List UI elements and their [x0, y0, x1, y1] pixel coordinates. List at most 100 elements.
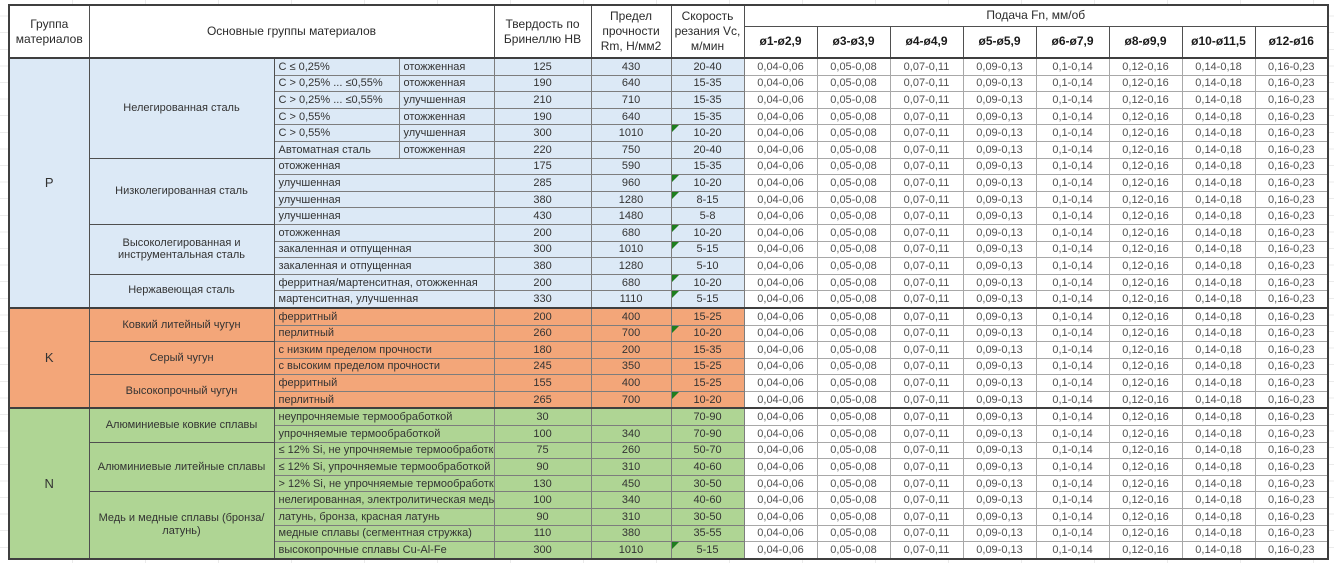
header-feed-diameter[interactable]: ø3-ø3,9 [816, 25, 891, 59]
feed-value-cell[interactable]: 0,04-0,06 [743, 257, 818, 275]
feed-value-cell[interactable]: 0,05-0,08 [816, 174, 891, 192]
feed-value-cell[interactable]: 0,04-0,06 [743, 491, 818, 510]
feed-value-cell[interactable]: 0,12-0,16 [1108, 458, 1183, 476]
feed-value-cell[interactable]: 0,16-0,23 [1254, 341, 1329, 359]
feed-value-cell[interactable]: 0,14-0,18 [1181, 140, 1256, 159]
hardness-cell[interactable]: 265 [493, 390, 592, 409]
feed-value-cell[interactable]: 0,12-0,16 [1108, 190, 1183, 209]
feed-value-cell[interactable]: 0,05-0,08 [816, 223, 891, 242]
feed-value-cell[interactable]: 0,05-0,08 [816, 74, 891, 93]
feed-value-cell[interactable]: 0,04-0,06 [743, 441, 818, 460]
hardness-cell[interactable]: 125 [493, 56, 592, 76]
feed-value-cell[interactable]: 0,14-0,18 [1181, 541, 1256, 560]
feed-value-cell[interactable]: 0,09-0,13 [962, 91, 1037, 109]
feed-value-cell[interactable]: 0,1-0,14 [1035, 140, 1110, 159]
material-cell[interactable]: Автоматная сталь [273, 140, 400, 159]
hardness-cell[interactable]: 90 [493, 458, 592, 476]
feed-value-cell[interactable]: 0,14-0,18 [1181, 273, 1256, 292]
material-state-cell[interactable]: отожженная [398, 140, 495, 159]
material-cell[interactable]: латунь, бронза, красная латунь [273, 508, 495, 526]
hardness-cell[interactable]: 110 [493, 524, 592, 543]
feed-value-cell[interactable]: 0,12-0,16 [1108, 174, 1183, 192]
feed-value-cell[interactable]: 0,14-0,18 [1181, 441, 1256, 460]
hardness-cell[interactable]: 190 [493, 107, 592, 126]
hardness-cell[interactable]: 330 [493, 290, 592, 309]
feed-value-cell[interactable]: 0,07-0,11 [889, 458, 964, 476]
feed-value-cell[interactable]: 0,05-0,08 [816, 306, 891, 326]
feed-value-cell[interactable]: 0,16-0,23 [1254, 174, 1329, 192]
feed-value-cell[interactable]: 0,1-0,14 [1035, 524, 1110, 543]
feed-value-cell[interactable]: 0,14-0,18 [1181, 74, 1256, 93]
feed-value-cell[interactable]: 0,05-0,08 [816, 357, 891, 376]
feed-value-cell[interactable]: 0,07-0,11 [889, 407, 964, 427]
feed-value-cell[interactable]: 0,1-0,14 [1035, 324, 1110, 343]
material-state-cell[interactable]: отожженная [398, 74, 495, 93]
material-cell[interactable]: закаленная и отпущенная [273, 257, 495, 275]
strength-cell[interactable]: 1010 [590, 240, 672, 259]
feed-value-cell[interactable]: 0,12-0,16 [1108, 407, 1183, 427]
feed-value-cell[interactable]: 0,04-0,06 [743, 74, 818, 93]
material-cell[interactable]: медные сплавы (сегментная стружка) [273, 524, 495, 543]
feed-value-cell[interactable]: 0,04-0,06 [743, 324, 818, 343]
hardness-cell[interactable]: 30 [493, 407, 592, 427]
cutting-speed-cell[interactable]: 10-20 [670, 390, 745, 409]
feed-value-cell[interactable]: 0,12-0,16 [1108, 474, 1183, 493]
feed-value-cell[interactable]: 0,04-0,06 [743, 290, 818, 309]
feed-value-cell[interactable]: 0,04-0,06 [743, 458, 818, 476]
feed-value-cell[interactable]: 0,09-0,13 [962, 223, 1037, 242]
feed-value-cell[interactable]: 0,14-0,18 [1181, 474, 1256, 493]
cutting-speed-cell[interactable]: 5-15 [670, 290, 745, 309]
material-cell[interactable]: отожженная [273, 157, 495, 176]
feed-value-cell[interactable]: 0,16-0,23 [1254, 491, 1329, 510]
feed-value-cell[interactable]: 0,09-0,13 [962, 174, 1037, 192]
feed-value-cell[interactable]: 0,04-0,06 [743, 306, 818, 326]
subgroup-name-cell[interactable]: Медь и медные сплавы (бронза/латунь) [88, 491, 275, 560]
hardness-cell[interactable]: 380 [493, 190, 592, 209]
feed-value-cell[interactable]: 0,07-0,11 [889, 273, 964, 292]
feed-value-cell[interactable]: 0,14-0,18 [1181, 91, 1256, 109]
group-code-cell[interactable]: P [8, 57, 90, 309]
feed-value-cell[interactable]: 0,12-0,16 [1108, 541, 1183, 560]
feed-value-cell[interactable]: 0,07-0,11 [889, 324, 964, 343]
strength-cell[interactable]: 710 [590, 91, 672, 109]
subgroup-name-cell[interactable]: Высоколегированная и инструментальная ст… [88, 223, 275, 275]
feed-value-cell[interactable]: 0,1-0,14 [1035, 74, 1110, 93]
strength-cell[interactable]: 700 [590, 324, 672, 343]
feed-value-cell[interactable]: 0,16-0,23 [1254, 140, 1329, 159]
cutting-speed-cell[interactable]: 20-40 [670, 140, 745, 159]
feed-value-cell[interactable]: 0,05-0,08 [816, 91, 891, 109]
material-state-cell[interactable]: улучшенная [398, 91, 495, 109]
feed-value-cell[interactable]: 0,07-0,11 [889, 306, 964, 326]
feed-value-cell[interactable]: 0,14-0,18 [1181, 306, 1256, 326]
hardness-cell[interactable]: 200 [493, 273, 592, 292]
feed-value-cell[interactable]: 0,09-0,13 [962, 273, 1037, 292]
header-feed-diameter[interactable]: ø8-ø9,9 [1108, 25, 1183, 59]
feed-value-cell[interactable]: 0,12-0,16 [1108, 357, 1183, 376]
feed-value-cell[interactable]: 0,05-0,08 [816, 374, 891, 392]
material-cell[interactable]: C > 0,55% [273, 107, 400, 126]
material-cell[interactable]: улучшенная [273, 190, 495, 209]
feed-value-cell[interactable]: 0,1-0,14 [1035, 273, 1110, 292]
feed-value-cell[interactable]: 0,04-0,06 [743, 390, 818, 409]
feed-value-cell[interactable]: 0,07-0,11 [889, 124, 964, 142]
strength-cell[interactable]: 680 [590, 273, 672, 292]
feed-value-cell[interactable]: 0,09-0,13 [962, 508, 1037, 526]
feed-value-cell[interactable]: 0,09-0,13 [962, 390, 1037, 409]
feed-value-cell[interactable]: 0,07-0,11 [889, 441, 964, 460]
feed-value-cell[interactable]: 0,04-0,06 [743, 273, 818, 292]
cutting-speed-cell[interactable]: 15-25 [670, 306, 745, 326]
feed-value-cell[interactable]: 0,12-0,16 [1108, 508, 1183, 526]
hardness-cell[interactable]: 220 [493, 140, 592, 159]
feed-value-cell[interactable]: 0,12-0,16 [1108, 306, 1183, 326]
feed-value-cell[interactable]: 0,14-0,18 [1181, 458, 1256, 476]
feed-value-cell[interactable]: 0,05-0,08 [816, 207, 891, 225]
header-feed-diameter[interactable]: ø12-ø16 [1254, 25, 1329, 59]
strength-cell[interactable]: 340 [590, 491, 672, 510]
cutting-speed-cell[interactable]: 15-35 [670, 91, 745, 109]
feed-value-cell[interactable]: 0,07-0,11 [889, 190, 964, 209]
feed-value-cell[interactable]: 0,1-0,14 [1035, 441, 1110, 460]
feed-value-cell[interactable]: 0,09-0,13 [962, 240, 1037, 259]
feed-value-cell[interactable]: 0,04-0,06 [743, 91, 818, 109]
material-cell[interactable]: C > 0,25% ... ≤0,55% [273, 74, 400, 93]
feed-value-cell[interactable]: 0,05-0,08 [816, 257, 891, 275]
